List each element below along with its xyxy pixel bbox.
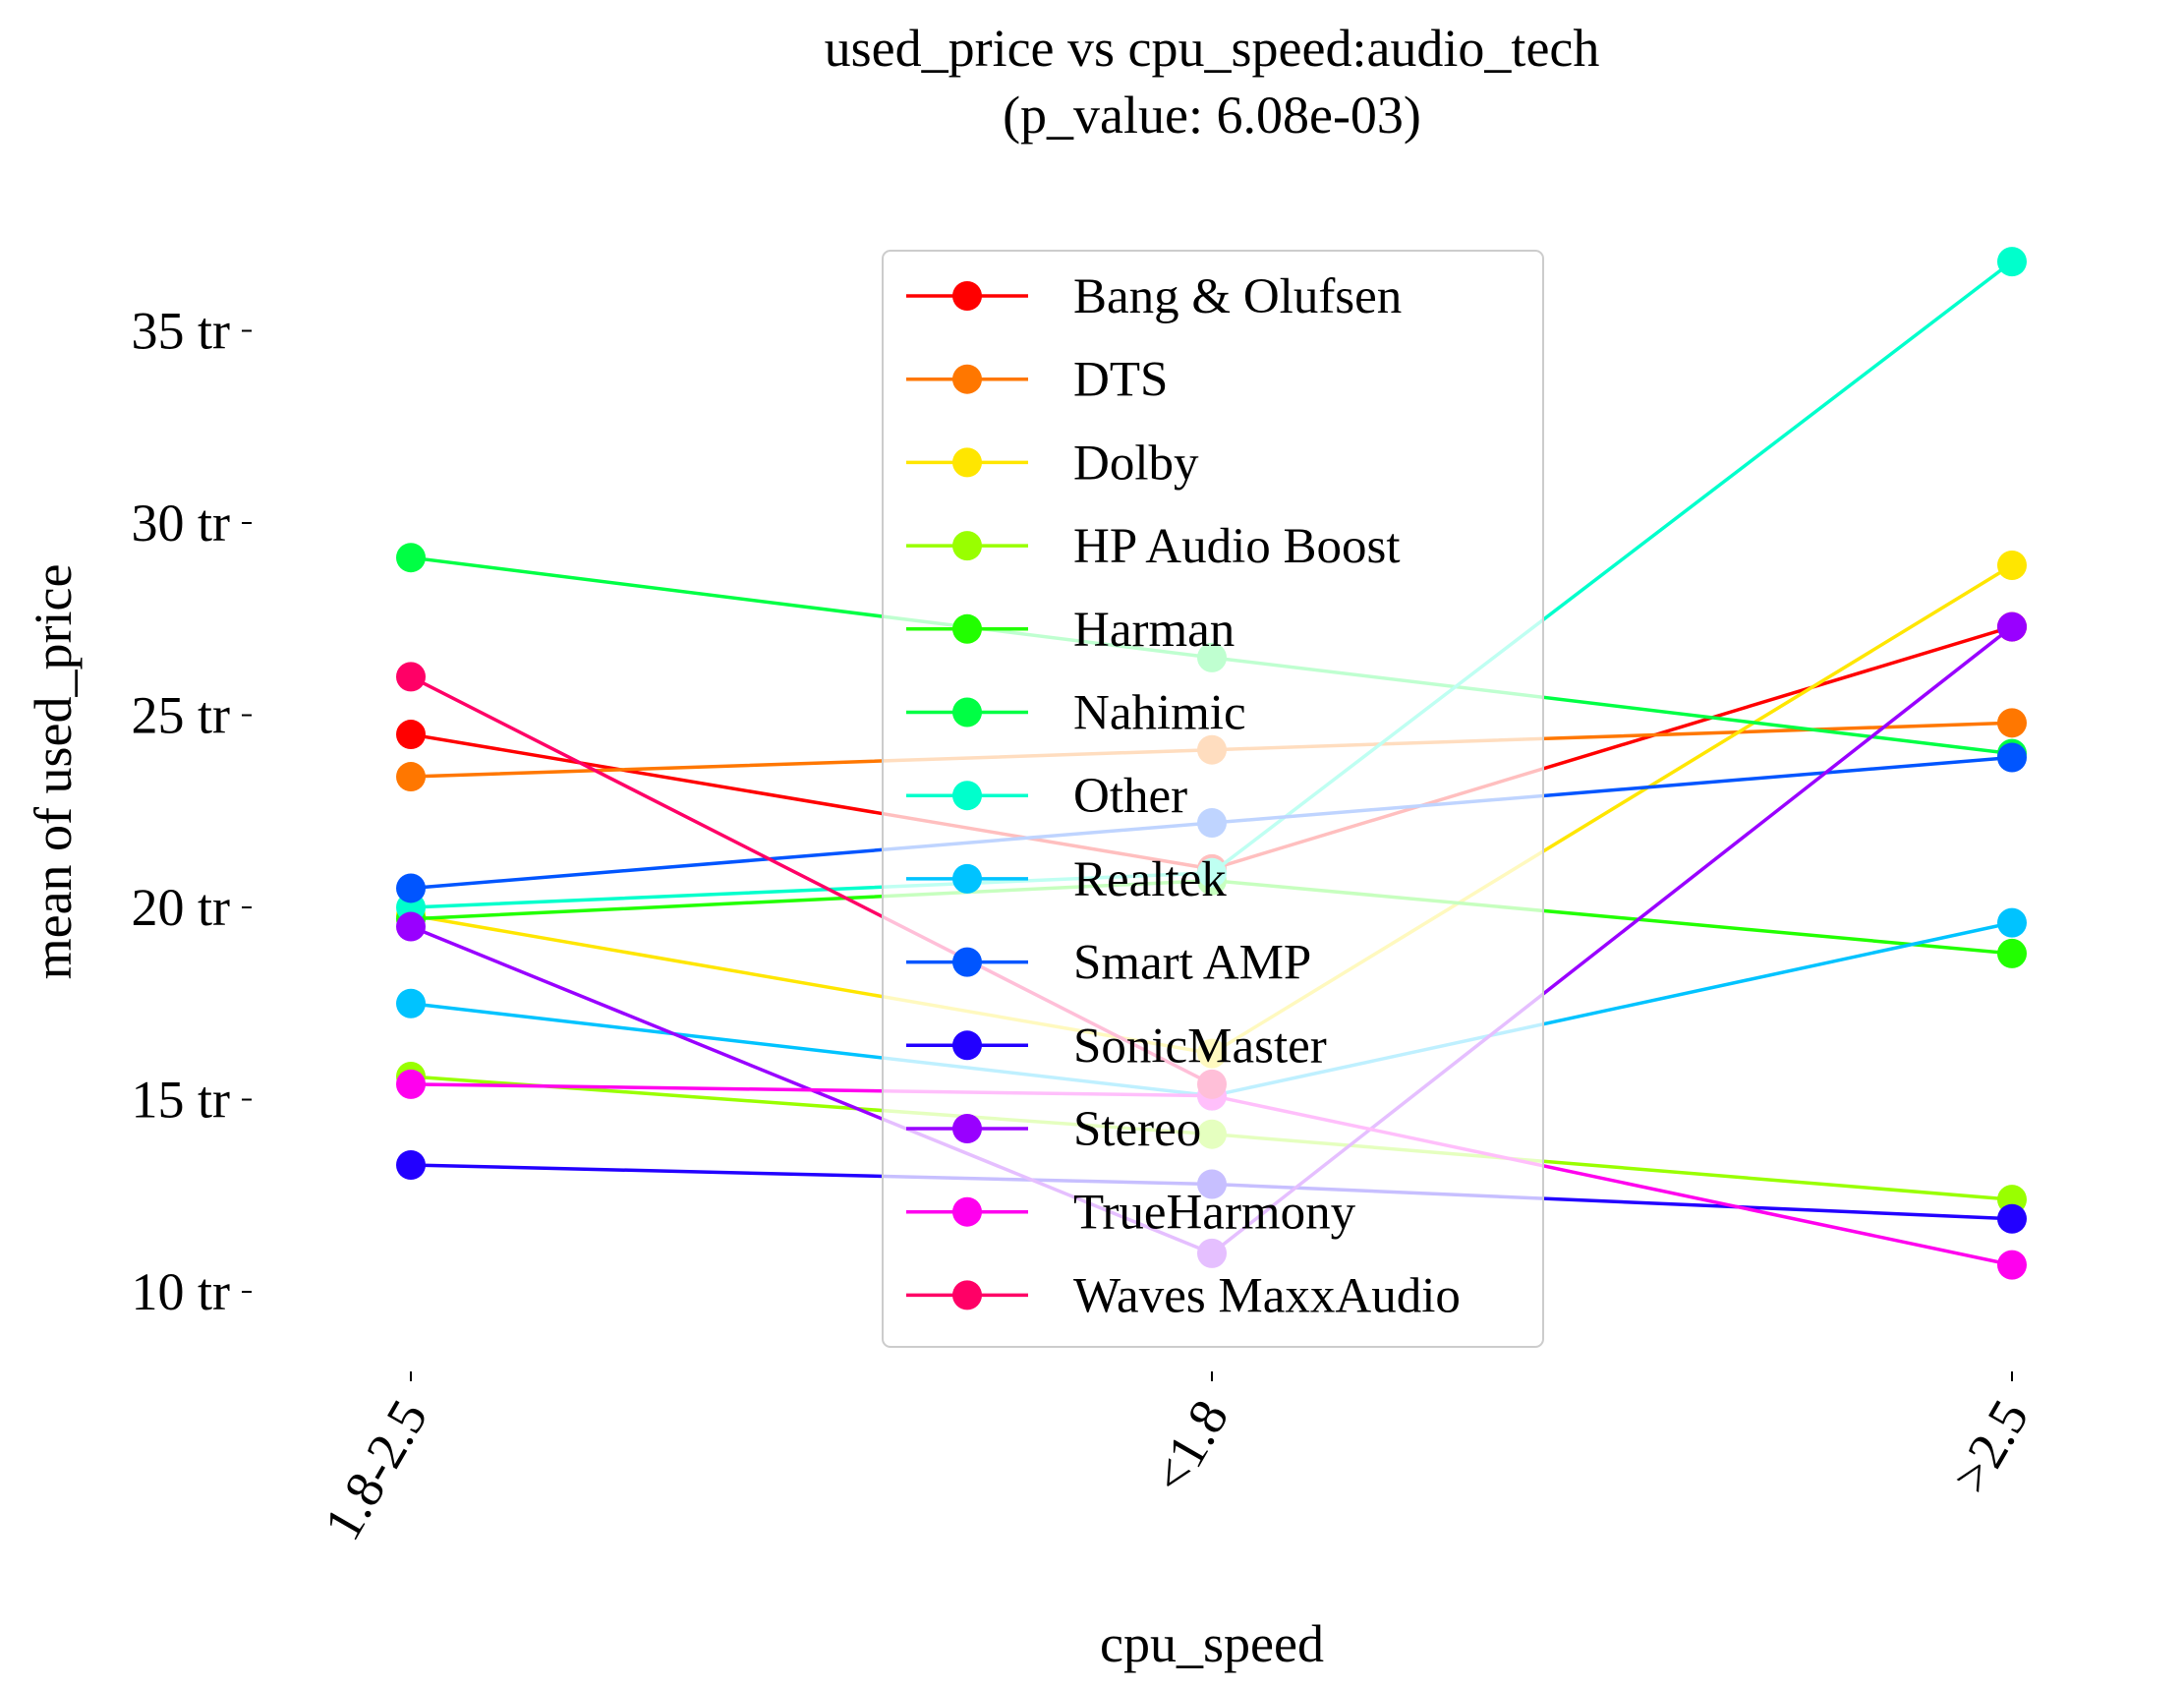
legend-swatch-marker — [952, 863, 982, 894]
x-tick-label: <1.8 — [1140, 1390, 1239, 1503]
data-point — [1997, 938, 2027, 968]
x-tick-label: >2.5 — [1940, 1390, 2040, 1503]
data-point — [396, 1069, 426, 1099]
data-point — [396, 720, 426, 750]
legend-swatch-marker — [952, 947, 982, 977]
chart-title: used_price vs cpu_speed:audio_tech — [825, 19, 1600, 78]
data-point — [1997, 1250, 2027, 1280]
legend-swatch-marker — [952, 364, 982, 394]
y-tick-label: 30 tr — [132, 494, 231, 553]
legend-label: Smart AMP — [1073, 936, 1311, 991]
x-axis-label: cpu_speed — [1100, 1614, 1324, 1673]
data-point — [396, 1149, 426, 1180]
data-point — [396, 662, 426, 692]
legend-swatch-marker — [952, 1114, 982, 1143]
legend-swatch-marker — [952, 447, 982, 478]
legend-box — [882, 250, 1544, 1348]
y-tick-label: 20 tr — [132, 878, 231, 937]
legend-label: Waves MaxxAudio — [1073, 1268, 1461, 1323]
legend-label: Dolby — [1073, 436, 1199, 491]
x-tick-label: 1.8-2.5 — [313, 1390, 438, 1549]
legend-swatch-marker — [952, 697, 982, 728]
legend: Bang & Olufsen DTS Dolby HP Audio Boost Harm… — [882, 250, 1544, 1348]
legend-item-nahimic: Nahimic — [906, 686, 1246, 741]
axes: 10 tr 15 tr 20 tr 25 tr 30 tr 35 tr 1.8-2.5 <1.… — [132, 302, 2040, 1550]
legend-item-other: Other — [906, 769, 1187, 824]
y-axis-label: mean of used_price — [24, 564, 83, 980]
legend-label: Other — [1073, 769, 1187, 824]
legend-label: TrueHarmony — [1073, 1186, 1356, 1241]
data-point — [396, 873, 426, 903]
legend-label: Realtek — [1073, 852, 1227, 907]
legend-label: Harman — [1073, 603, 1235, 658]
data-point — [1997, 1203, 2027, 1234]
legend-swatch-marker — [952, 1280, 982, 1310]
legend-item-dts: DTS — [906, 353, 1168, 408]
legend-item-bang-olufsen: Bang & Olufsen — [906, 269, 1402, 324]
data-point — [396, 543, 426, 573]
y-tick-label: 25 tr — [132, 686, 231, 745]
data-point — [396, 988, 426, 1019]
data-point — [1997, 907, 2027, 938]
legend-swatch-marker — [952, 1196, 982, 1227]
legend-item-dolby: Dolby — [906, 436, 1199, 491]
data-point — [1997, 708, 2027, 738]
data-point — [396, 911, 426, 942]
legend-swatch-marker — [952, 613, 982, 644]
data-point — [1997, 247, 2027, 277]
legend-swatch-marker — [952, 281, 982, 311]
legend-label: Nahimic — [1073, 686, 1246, 741]
legend-item-smart-amp: Smart AMP — [906, 936, 1311, 991]
legend-label: DTS — [1073, 353, 1168, 408]
legend-item-harman: Harman — [906, 603, 1235, 658]
y-tick-label: 35 tr — [132, 302, 231, 361]
legend-label: HP Audio Boost — [1073, 519, 1401, 574]
y-tick-label: 15 tr — [132, 1071, 231, 1130]
legend-label: Bang & Olufsen — [1073, 269, 1402, 324]
legend-item-hp-audio-boost: HP Audio Boost — [906, 519, 1401, 574]
data-point — [1997, 551, 2027, 581]
legend-item-waves-maxxaudio: Waves MaxxAudio — [906, 1268, 1461, 1323]
legend-swatch-marker — [952, 781, 982, 811]
legend-label: Stereo — [1073, 1102, 1201, 1157]
legend-swatch-marker — [952, 531, 982, 561]
chart-subtitle: (p_value: 6.08e-03) — [1003, 86, 1421, 145]
data-point — [396, 762, 426, 792]
legend-label: SonicMaster — [1073, 1019, 1327, 1074]
legend-item-trueharmony: TrueHarmony — [906, 1186, 1356, 1241]
data-point — [1997, 611, 2027, 642]
legend-swatch-marker — [952, 1030, 982, 1061]
y-tick-label: 10 tr — [132, 1262, 231, 1321]
legend-item-stereo: Stereo — [906, 1102, 1201, 1157]
legend-item-sonicmaster: SonicMaster — [906, 1019, 1327, 1074]
legend-item-realtek: Realtek — [906, 852, 1227, 907]
data-point — [1997, 742, 2027, 773]
